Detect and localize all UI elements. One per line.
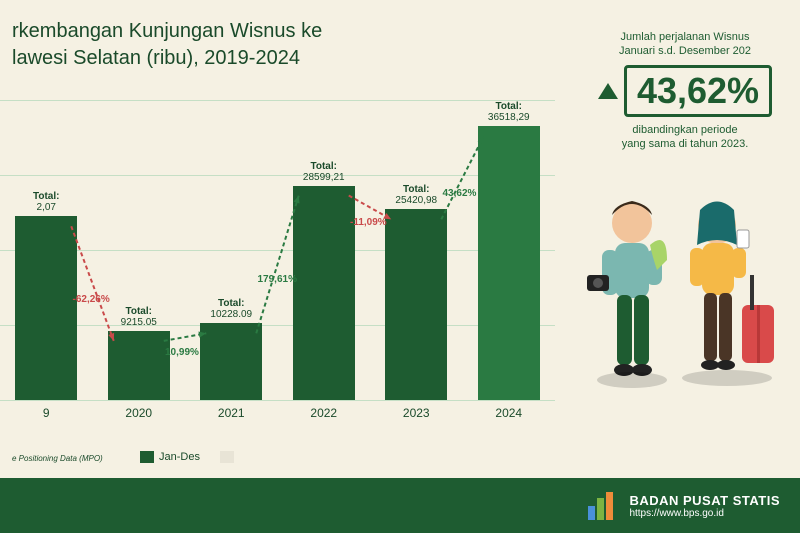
bar-group: Total:2,07 [0,216,93,400]
info-percent: 43,62% [624,65,772,117]
x-axis-label: 2021 [185,406,278,420]
info-panel: Jumlah perjalanan Wisnus Januari s.d. De… [570,30,800,151]
footer-url: https://www.bps.go.id [629,508,780,519]
x-axis-label: 2020 [93,406,186,420]
up-triangle-icon [598,83,618,99]
legend-label: Jan-Des [159,451,200,463]
source-note: e Positioning Data (MPO) [12,454,103,463]
info-line: Jumlah perjalanan Wisnus [570,30,800,44]
legend-swatch-alt [220,451,234,463]
legend-swatch [140,451,154,463]
bar [385,209,447,400]
change-percent: 43,62% [443,188,477,199]
info-line: yang sama di tahun 2023. [570,137,800,151]
change-percent: 179,61% [258,274,297,285]
bar [15,216,77,400]
bar-total-label: Total:28599,21 [278,161,371,183]
bar [200,323,262,400]
bar-total-label: Total:10228.09 [185,298,278,320]
bar-total-label: Total:9215.05 [93,306,186,328]
bar [293,186,355,400]
change-percent: 10,99% [165,347,199,358]
legend: Jan-Des [140,451,234,463]
bar-group: Total:36518,29 [463,126,556,400]
info-line: dibandingkan periode [570,123,800,137]
tourists-illustration [572,175,782,425]
bar-group: Total:10228.09 [185,323,278,400]
x-axis-label: 9 [0,406,93,420]
bar-total-label: Total:36518,29 [463,101,556,123]
bar-chart: Total:2,07Total:9215.05Total:10228.09Tot… [0,80,555,425]
info-line: Januari s.d. Desember 202 [570,44,800,58]
x-axis-label: 2024 [463,406,556,420]
bar [108,331,170,400]
x-axis-label: 2022 [278,406,371,420]
bar-total-label: Total:2,07 [0,191,93,213]
footer-org: BADAN PUSAT STATIS [629,493,780,508]
change-percent: -11,09% [350,217,387,228]
change-percent: -62,26% [73,294,110,305]
bar [478,126,540,400]
bar-group: Total:9215.05 [93,331,186,400]
x-axis-label: 2023 [370,406,463,420]
footer: BADAN PUSAT STATIS https://www.bps.go.id [0,478,800,533]
bar-group: Total:25420,98 [370,209,463,400]
bps-logo-icon [583,488,619,524]
